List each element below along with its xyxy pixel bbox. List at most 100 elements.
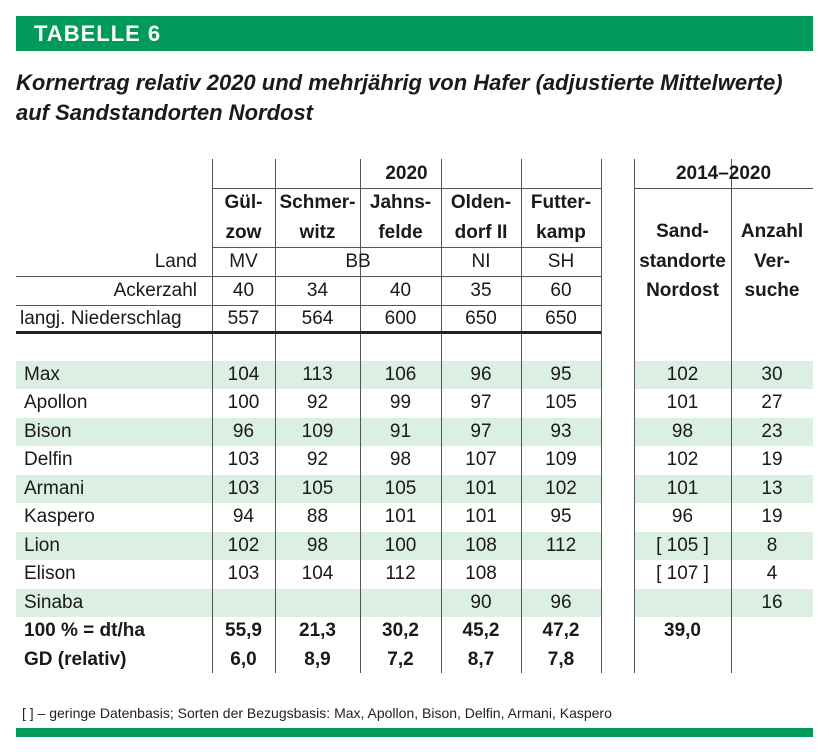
- column-divider: [441, 159, 442, 673]
- column-divider: [360, 159, 361, 673]
- count-value: 19: [761, 506, 783, 527]
- table-cell: 109: [301, 421, 334, 442]
- land-value: BB: [345, 251, 371, 272]
- column-divider: [634, 159, 635, 673]
- table-cell: 88: [306, 506, 329, 527]
- table-title: Kornertrag relativ 2020 und mehrjährig v…: [16, 70, 783, 125]
- header-rule: [634, 188, 813, 189]
- count-column-header: suche: [744, 280, 800, 301]
- sand-value: 101: [666, 392, 699, 413]
- table-cell: 97: [470, 421, 492, 442]
- count-value: 19: [761, 449, 783, 470]
- row-shading: [634, 532, 813, 560]
- variety-name: Armani: [24, 478, 85, 499]
- table-cell: 112: [545, 535, 577, 556]
- footnote: [ ] – geringe Datenbasis; Sorten der Bez…: [22, 705, 612, 721]
- sand-value: 96: [671, 506, 694, 527]
- count-value: 30: [761, 364, 783, 385]
- site-name: dorf II: [454, 222, 508, 243]
- site-name: Gül-: [224, 192, 263, 213]
- variety-name: Apollon: [24, 392, 88, 413]
- ackerzahl-value: 40: [232, 280, 255, 301]
- summary-label: 100 % = dt/ha: [24, 620, 145, 641]
- multi-year-header: 2014–2020: [675, 163, 772, 184]
- row-shading: [634, 418, 813, 446]
- summary-cell: 55,9: [225, 620, 262, 641]
- table-cell: 101: [465, 506, 497, 527]
- site-name: Jahns-: [369, 192, 432, 213]
- table-cell: 96: [232, 421, 255, 442]
- column-divider: [521, 159, 522, 673]
- table-cell: 108: [465, 535, 497, 556]
- summary-cell: 45,2: [462, 620, 500, 641]
- table-cell: 105: [301, 478, 334, 499]
- row-shading: [16, 418, 601, 446]
- header-rule: [212, 247, 601, 248]
- table-cell: 96: [470, 364, 492, 385]
- count-column-header: Anzahl: [740, 221, 804, 242]
- land-value: MV: [229, 251, 258, 272]
- count-value: 4: [766, 563, 778, 584]
- table-cell: 100: [227, 392, 260, 413]
- table-cell: 103: [227, 563, 260, 584]
- row-shading: [16, 532, 601, 560]
- summary-cell: 8,7: [467, 649, 495, 670]
- land-value: SH: [547, 251, 575, 272]
- table-cell: 102: [227, 535, 260, 556]
- site-name: Schmer-: [279, 192, 356, 213]
- summary-cell: 7,2: [387, 649, 414, 670]
- table-cell: 102: [545, 478, 577, 499]
- table-cell: 90: [470, 592, 492, 613]
- site-name: kamp: [536, 222, 586, 243]
- header-rule: [16, 276, 601, 277]
- site-name: Olden-: [450, 192, 512, 213]
- table-cell: 105: [384, 478, 417, 499]
- column-divider: [275, 159, 276, 673]
- table-cell: 98: [389, 449, 412, 470]
- ackerzahl-value: 34: [306, 280, 329, 301]
- niederschlag-value: 650: [465, 308, 497, 329]
- site-name: witz: [299, 222, 336, 243]
- count-value: 23: [761, 421, 783, 442]
- sand-value: 102: [666, 449, 699, 470]
- variety-name: Max: [24, 364, 60, 385]
- ackerzahl-value: 40: [389, 280, 412, 301]
- table-cell: 101: [465, 478, 497, 499]
- table-cell: 103: [227, 478, 260, 499]
- count-value: 27: [761, 392, 783, 413]
- column-divider: [601, 159, 602, 673]
- sand-column-header: Sand-: [656, 221, 709, 242]
- footer-bar: [16, 728, 813, 737]
- row-shading: [634, 361, 813, 389]
- summary-sand-value: 39,0: [664, 620, 701, 641]
- niederschlag-label: langj. Niederschlag: [20, 308, 182, 329]
- header-rule: [16, 305, 601, 306]
- summary-cell: 47,2: [542, 620, 580, 641]
- table-cell: 95: [550, 364, 572, 385]
- sand-value: 102: [666, 364, 699, 385]
- year-group-header: 2020: [385, 163, 428, 184]
- count-value: 8: [766, 535, 778, 556]
- header-rule: [212, 188, 601, 189]
- count-column-header: Ver-: [754, 251, 790, 272]
- row-shading: [16, 361, 601, 389]
- summary-label: GD (relativ): [24, 649, 127, 670]
- table-cell: 107: [465, 449, 497, 470]
- ackerzahl-value: 35: [470, 280, 492, 301]
- table-cell: 106: [384, 364, 417, 385]
- count-value: 16: [761, 592, 783, 613]
- column-divider: [731, 159, 732, 673]
- table-cell: 113: [302, 364, 333, 385]
- land-label: Land: [154, 251, 197, 272]
- table-cell: 99: [389, 392, 412, 413]
- table-cell: 105: [545, 392, 577, 413]
- sand-column-header: Nordost: [646, 280, 719, 301]
- niederschlag-value: 557: [227, 308, 260, 329]
- variety-name: Elison: [24, 563, 76, 584]
- table-label-bar: TABELLE 6: [16, 16, 813, 51]
- table-cell: 101: [384, 506, 417, 527]
- table-cell: 100: [384, 535, 417, 556]
- land-value: NI: [471, 251, 491, 272]
- sand-value: [ 107 ]: [656, 563, 709, 584]
- sand-value: [ 105 ]: [656, 535, 709, 556]
